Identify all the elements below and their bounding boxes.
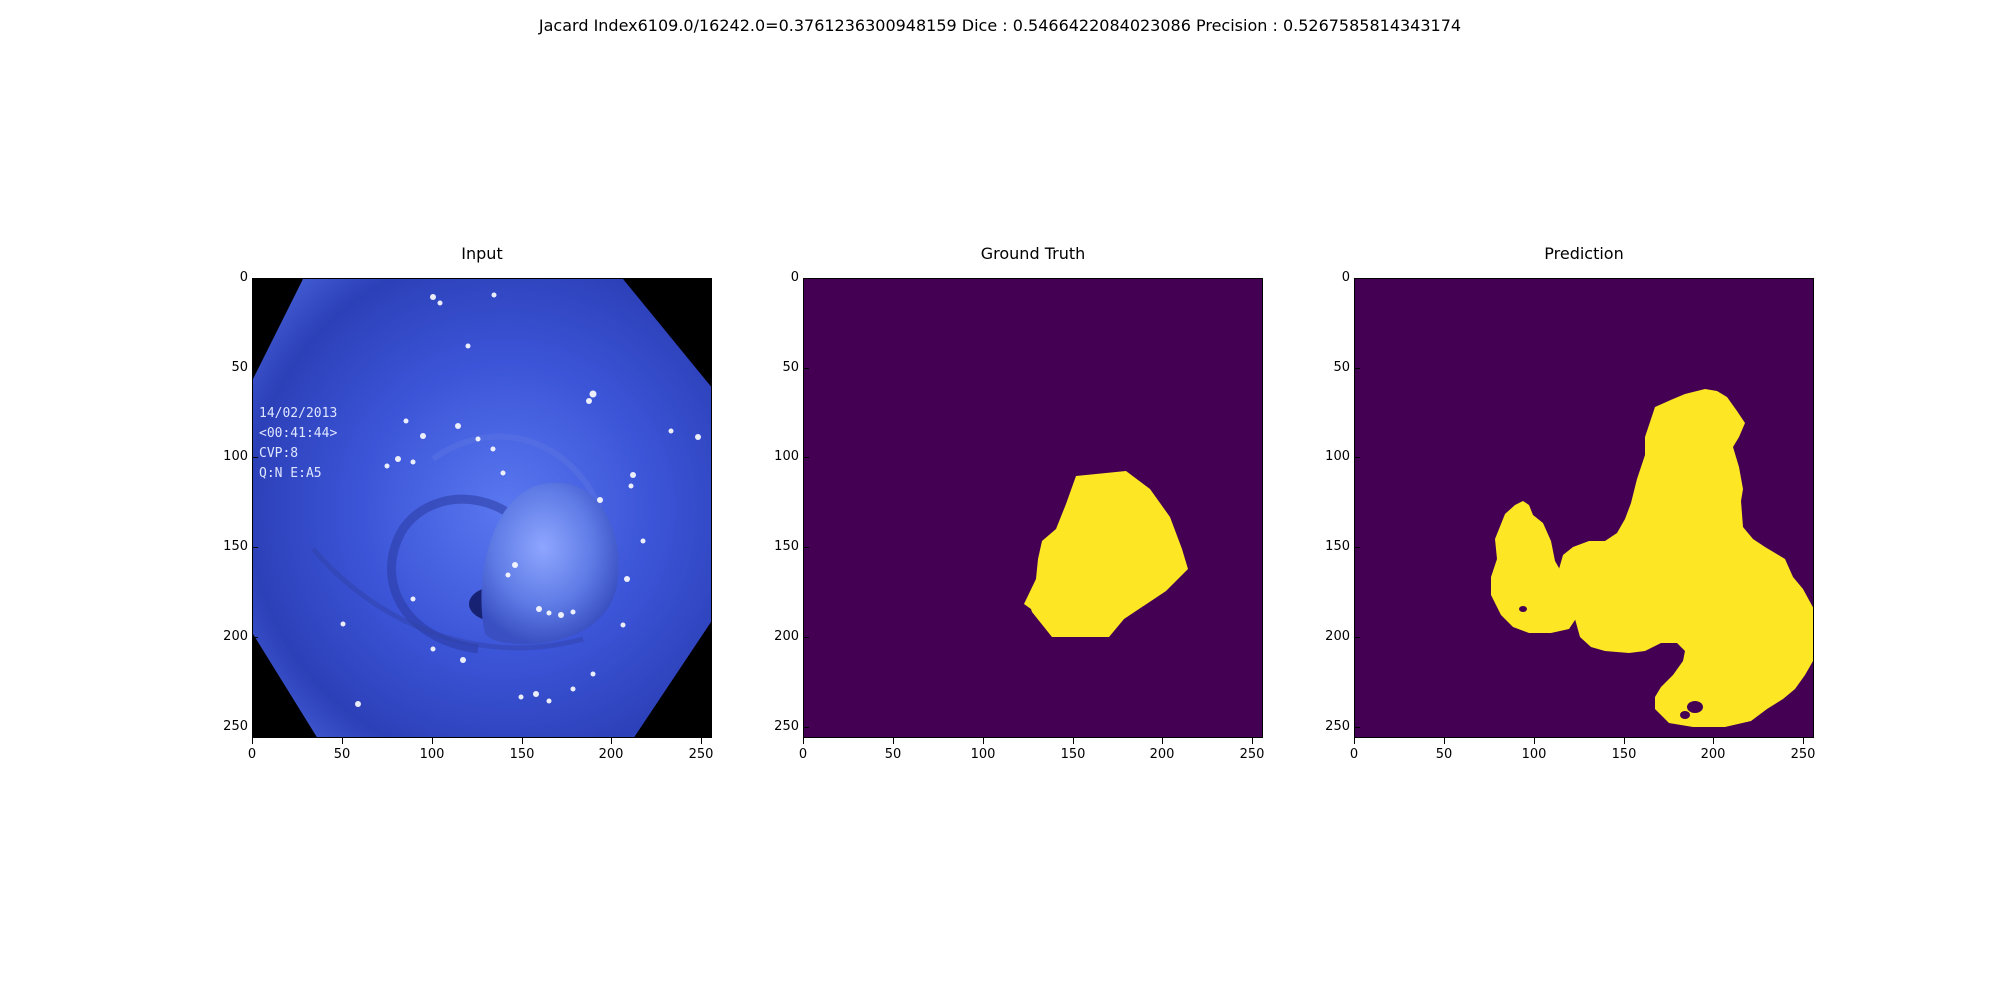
xtick-label: 250	[1783, 738, 1823, 762]
ytick-label: 0	[239, 270, 259, 285]
prediction-mask	[1354, 278, 1814, 738]
xtick-label: 50	[873, 738, 913, 762]
ytick-label: 200	[774, 629, 809, 644]
prediction-panel: Prediction 0 50 100 150 200 250 0 50 100…	[1325, 244, 1815, 762]
xtick-label: 150	[1604, 738, 1644, 762]
xtick-label: 100	[963, 738, 1003, 762]
ytick-label: 50	[782, 360, 809, 375]
xtick-label: 250	[681, 738, 721, 762]
osd-date: 14/02/2013	[259, 406, 337, 421]
ytick-label: 50	[231, 360, 258, 375]
osd-cvp: CVP:8	[259, 446, 298, 461]
xtick-label: 0	[1334, 738, 1374, 762]
input-image: 14/02/2013 <00:41:44> CVP:8 Q:N E:A5	[252, 278, 712, 738]
xtick-label: 50	[322, 738, 362, 762]
osd-code: Q:N E:A5	[259, 466, 322, 481]
ytick-label: 200	[223, 629, 258, 644]
ytick-label: 250	[1325, 719, 1360, 734]
ytick-label: 250	[223, 719, 258, 734]
ground-truth-panel-title: Ground Truth	[980, 244, 1086, 263]
xtick-label: 150	[502, 738, 542, 762]
ytick-label: 100	[1325, 449, 1360, 464]
ytick-label: 250	[774, 719, 809, 734]
prediction-region-left	[1491, 501, 1577, 633]
xtick-label: 100	[1514, 738, 1554, 762]
xtick-label: 200	[1142, 738, 1182, 762]
ground-truth-region	[1024, 471, 1188, 637]
xtick-label: 50	[1424, 738, 1464, 762]
ytick-label: 100	[223, 449, 258, 464]
xtick-label: 100	[412, 738, 452, 762]
figure-title: Jacard Index6109.0/16242.0=0.37612363009…	[538, 16, 1462, 35]
ground-truth-mask	[803, 278, 1263, 738]
xtick-label: 0	[232, 738, 272, 762]
ytick-label: 150	[774, 539, 809, 554]
xtick-label: 0	[783, 738, 823, 762]
ytick-label: 100	[774, 449, 809, 464]
prediction-panel-title: Prediction	[1544, 244, 1624, 263]
osd-time: <00:41:44>	[259, 426, 337, 441]
input-panel: Input	[223, 244, 713, 762]
prediction-region-main	[1559, 389, 1813, 727]
ytick-label: 200	[1325, 629, 1360, 644]
xtick-label: 250	[1232, 738, 1272, 762]
xtick-label: 150	[1053, 738, 1093, 762]
ground-truth-panel: Ground Truth 0 50 100 150 200 250 0 50 1…	[774, 244, 1264, 762]
xtick-label: 200	[591, 738, 631, 762]
xtick-label: 200	[1693, 738, 1733, 762]
ytick-label: 150	[223, 539, 258, 554]
ytick-label: 0	[790, 270, 810, 285]
input-panel-title: Input	[461, 244, 503, 263]
ytick-label: 50	[1333, 360, 1360, 375]
ytick-label: 150	[1325, 539, 1360, 554]
ytick-label: 0	[1341, 270, 1361, 285]
